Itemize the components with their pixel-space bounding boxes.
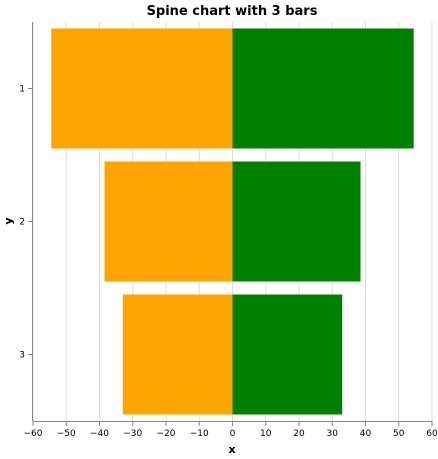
x-tick-label: −40 [90,429,109,439]
x-tick-label: −60 [24,429,43,439]
y-axis-title: y [2,217,15,224]
axes: −60 −50 −40 −30 −20 −10 0 10 20 30 40 50 60 1 2 3 [19,22,438,439]
x-tick-label: 10 [260,429,272,439]
chart-title: Spine chart with 3 bars [147,4,318,19]
x-tick-label: −10 [190,429,209,439]
x-tick-label: 0 [230,429,236,439]
x-tick-label: −50 [57,429,76,439]
x-tick-label: 40 [360,429,372,439]
x-tick-label: 60 [426,429,438,439]
x-tick-label: 30 [327,429,339,439]
bars [51,28,414,415]
bar-negative-3 [122,294,233,415]
x-axis-title: x [228,443,235,456]
y-tick-label: 1 [19,85,25,95]
bar-positive-2 [232,161,361,282]
y-tick-label: 3 [19,351,25,361]
bar-negative-1 [51,28,233,149]
x-tick-label: 20 [293,429,305,439]
x-tick-label: −30 [123,429,142,439]
bar-positive-3 [232,294,343,415]
y-tick-label: 2 [19,218,25,228]
bar-negative-2 [104,161,233,282]
bar-positive-1 [232,28,414,149]
x-tick-label: −20 [157,429,176,439]
x-tick-label: 50 [393,429,405,439]
